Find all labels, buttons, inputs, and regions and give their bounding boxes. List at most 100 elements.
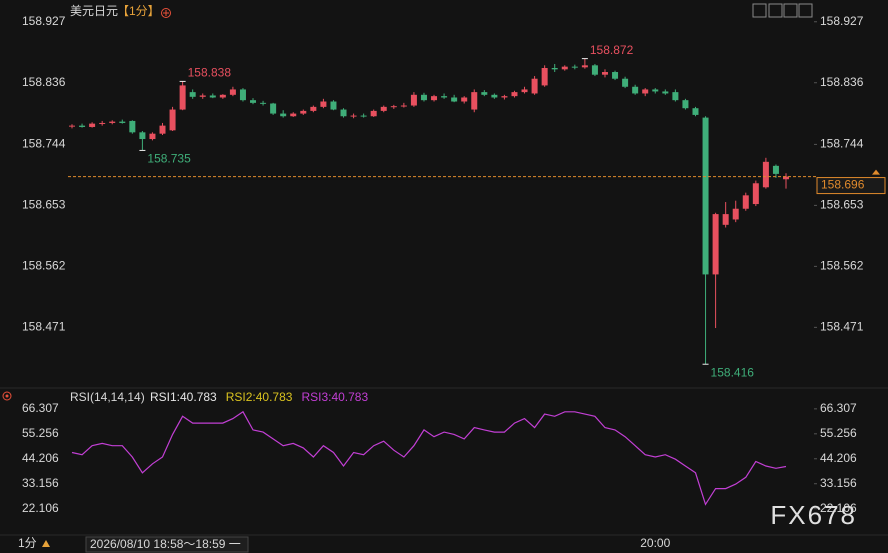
candle-body	[380, 106, 387, 111]
candle-body	[179, 85, 186, 110]
y-tick-label: 158.744	[22, 137, 66, 151]
candle-body	[410, 94, 417, 106]
x-tick-label: 20:00	[640, 536, 670, 550]
extreme-label: 158.735	[147, 152, 191, 166]
candle-body	[280, 113, 287, 117]
candle-body	[612, 72, 619, 79]
last-price-arrow	[872, 169, 880, 175]
candle-body	[159, 125, 166, 134]
extreme-label: 158.872	[590, 43, 634, 57]
y-tick-label-right: 158.562	[820, 259, 864, 273]
indicator-icon	[5, 394, 9, 398]
candle-body	[511, 92, 518, 97]
y-tick-label-right: 44.206	[820, 451, 857, 465]
candle-body	[501, 96, 508, 98]
candle-body	[360, 115, 367, 117]
candle-body	[601, 72, 608, 75]
y-tick-label: 158.471	[22, 320, 66, 334]
extreme-label: 158.416	[711, 365, 755, 379]
legend-entry: RSI1:40.783	[150, 390, 217, 404]
y-tick-label: 66.307	[22, 401, 59, 415]
candle-body	[491, 94, 498, 98]
candle-body	[722, 214, 729, 225]
candle-body	[420, 94, 427, 101]
y-tick-label-right: 158.471	[820, 320, 864, 334]
candle-body	[260, 102, 267, 104]
candle-body	[189, 92, 196, 97]
candle-body	[229, 89, 236, 95]
candle-body	[551, 67, 558, 70]
candle-body	[340, 109, 347, 117]
tool-icon[interactable]	[768, 3, 783, 18]
candle-body	[89, 123, 96, 127]
last-price-label: 158.696	[821, 178, 865, 192]
candle-body	[209, 95, 216, 98]
candle-body	[652, 89, 659, 92]
candle-body	[99, 122, 106, 124]
y-tick-label: 158.836	[22, 75, 66, 89]
candle-body	[270, 103, 277, 114]
y-tick-label-right: 158.836	[820, 75, 864, 89]
candle-body	[622, 78, 629, 87]
candle-body	[461, 97, 468, 102]
y-tick-label-right: 158.744	[820, 137, 864, 151]
candle-body	[441, 96, 448, 98]
candle-body	[199, 95, 206, 97]
candle-body	[300, 110, 307, 114]
candle-body	[239, 89, 246, 101]
candle-body	[783, 176, 789, 180]
period-button[interactable]: 1分	[18, 536, 37, 550]
candle-body	[431, 96, 438, 101]
period[interactable]: 【1分】	[117, 4, 160, 18]
y-tick-label: 158.653	[22, 198, 66, 212]
tool-icon[interactable]	[798, 3, 813, 18]
chart-title: 美元日元	[70, 4, 118, 18]
tool-icon[interactable]	[752, 3, 767, 18]
candle-body	[481, 92, 488, 95]
extreme-label: 158.838	[188, 66, 232, 80]
y-tick-label: 22.106	[22, 501, 59, 515]
candle-body	[350, 115, 357, 117]
y-tick-label: 55.256	[22, 426, 59, 440]
add-icon[interactable]	[161, 8, 171, 18]
candle-body	[79, 125, 86, 127]
candle-body	[290, 113, 297, 117]
candle-body	[390, 106, 397, 108]
candle-body	[682, 100, 689, 109]
candle-body	[581, 65, 588, 68]
candle-body	[702, 117, 709, 275]
y-tick-label: 44.206	[22, 451, 59, 465]
candle-body	[370, 110, 377, 117]
candle-body	[662, 91, 669, 94]
cursor-label: 2026/08/10 18:58～18:59 一	[90, 537, 241, 551]
candle-body	[451, 97, 458, 102]
y-tick-label-right: 66.307	[820, 401, 857, 415]
cursor-box	[85, 536, 249, 553]
candle-body	[642, 89, 649, 94]
candle-body	[712, 214, 719, 275]
y-tick-label-right: 55.256	[820, 426, 857, 440]
period-arrow[interactable]	[42, 540, 50, 547]
indicator-icon[interactable]	[2, 391, 12, 401]
candle-body	[471, 92, 478, 110]
candle-body	[169, 109, 176, 131]
y-tick-label: 158.562	[22, 259, 66, 273]
legend-entry: RSI2:40.783	[226, 390, 293, 404]
candle-body	[250, 100, 257, 103]
candle-body	[772, 165, 779, 174]
candle-body	[632, 86, 639, 94]
candle-body	[219, 94, 226, 98]
candle-body	[672, 92, 679, 101]
watermark: FX678	[770, 500, 857, 530]
candle-body	[531, 78, 538, 94]
tool-icon[interactable]	[783, 3, 798, 18]
candle-body	[400, 105, 407, 107]
legend-entry: RSI3:40.783	[301, 390, 368, 404]
y-tick-label: 158.927	[22, 14, 66, 28]
y-tick-label-right: 158.927	[820, 14, 864, 28]
candle-body	[119, 121, 126, 123]
candle-body	[521, 89, 528, 93]
